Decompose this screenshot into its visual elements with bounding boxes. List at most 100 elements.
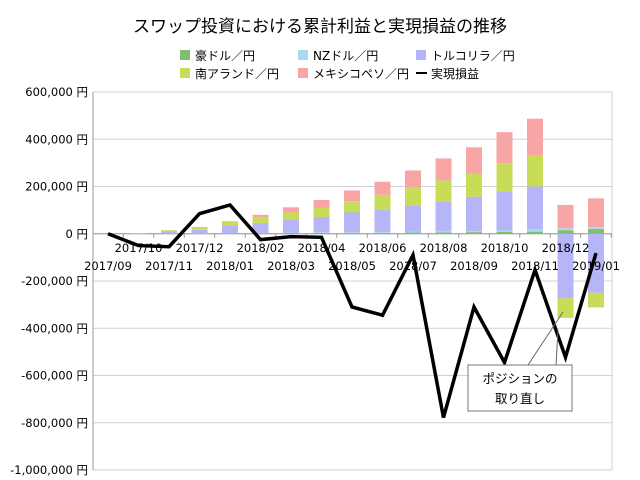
bar-segment	[374, 194, 391, 210]
x-tick-label: 2018/03	[267, 259, 315, 273]
bar-segment	[466, 232, 482, 234]
bar-segment	[374, 209, 391, 233]
bar-segment	[130, 233, 147, 235]
bar-segment	[496, 191, 513, 231]
bar-segment	[344, 190, 360, 202]
bar-segment	[191, 229, 208, 234]
bar-segment	[313, 216, 330, 233]
bar-segment	[130, 233, 147, 234]
x-tick-label: 2018/10	[481, 241, 529, 255]
y-tick-label: -400,000 円	[21, 321, 88, 335]
legend-label: 南アランド／円	[195, 66, 279, 81]
legend-label: メキシコペソ／円	[313, 67, 409, 81]
bar-segment	[344, 232, 360, 233]
x-tick-label: 2017/12	[176, 241, 224, 255]
bar-segment	[344, 232, 360, 234]
x-tick-label: 2017/11	[145, 259, 193, 273]
legend-label: トルコリラ／円	[431, 49, 515, 63]
x-axis-labels: 2017/09 2017/10 2017/11 2017/12 2018/01 2018/…	[84, 241, 620, 273]
bar-segment	[252, 214, 269, 218]
bar-segment	[557, 204, 574, 229]
x-tick-label: 2018/12	[542, 241, 590, 255]
x-tick-label: 2018/09	[450, 259, 498, 273]
x-tick-label: 2018/07	[389, 259, 437, 273]
bar-segment	[466, 173, 482, 197]
bar-segment	[588, 292, 604, 308]
bar-segment	[283, 212, 299, 220]
bar-segment	[374, 232, 391, 234]
y-tick-label: -1,000,000 円	[10, 463, 88, 477]
bar-segment	[466, 231, 482, 233]
x-tick-label: 2017/10	[115, 241, 163, 255]
bar-segment	[435, 231, 452, 233]
x-tick-label: 2018/06	[359, 241, 407, 255]
bar-segment	[283, 232, 299, 234]
callout-box	[467, 364, 573, 412]
line-realized-pl	[107, 202, 598, 419]
bar-segment	[405, 232, 421, 234]
bar-segment	[161, 231, 177, 234]
bar-segment	[344, 212, 360, 233]
bar-segment	[496, 132, 513, 164]
bar-segment	[588, 198, 604, 228]
legend-label: NZドル／円	[313, 49, 378, 63]
bar-segment	[252, 233, 269, 235]
bar-segment	[557, 233, 574, 299]
bar-segment	[557, 298, 574, 318]
bar-segment	[222, 225, 238, 234]
bar-segment	[405, 231, 421, 233]
bar-segment	[527, 231, 543, 234]
bar-segment	[222, 233, 238, 235]
bar-segment	[435, 201, 452, 232]
bar-segment	[344, 201, 360, 213]
bar-segment	[496, 163, 513, 192]
bar-segment	[527, 155, 543, 187]
bar-segment	[313, 207, 330, 217]
bar-segment	[435, 180, 452, 202]
bar-segment	[557, 228, 574, 231]
gridlines: 600,000 円 400,000 円 200,000 円 0 円 -200,000 円…	[10, 85, 613, 477]
x-tick-label: 2018/01	[206, 259, 254, 273]
bar-segment	[405, 205, 421, 232]
x-tick-label: 2018/05	[328, 259, 376, 273]
y-tick-label: 400,000 円	[25, 132, 88, 146]
legend-swatch	[180, 68, 190, 78]
line-series	[107, 202, 598, 419]
bar-segment	[466, 147, 482, 174]
x-tick-label: 2018/08	[420, 241, 468, 255]
bar-segment	[161, 230, 177, 232]
bar-segment	[313, 232, 330, 234]
callout-pointer	[527, 311, 564, 366]
y-tick-label: -200,000 円	[21, 274, 88, 288]
y-tick-label: 200,000 円	[25, 180, 88, 194]
bar-segment	[405, 187, 421, 206]
bar-segment	[283, 207, 299, 213]
bar-segment	[527, 118, 543, 156]
bar-segment	[252, 217, 269, 223]
y-tick-label: -600,000 円	[21, 369, 88, 383]
x-tick-label: 2018/04	[298, 241, 346, 255]
legend-swatch	[298, 68, 308, 78]
chart-title: スワップ投資における累計利益と実現損益の推移	[133, 17, 507, 37]
bar-segment	[496, 231, 513, 234]
bar-segment	[588, 229, 604, 234]
bar-segment	[405, 170, 421, 188]
bar-segment	[527, 229, 543, 232]
bar-segment	[191, 226, 208, 228]
bar-segment	[313, 232, 330, 233]
bar-segment	[466, 196, 482, 232]
x-tick-label: 2018/02	[237, 241, 285, 255]
legend-label: 豪ドル／円	[195, 48, 255, 63]
bars	[130, 118, 604, 318]
legend-swatch	[298, 50, 308, 60]
bar-segment	[435, 158, 452, 181]
bar-segment	[374, 232, 391, 233]
bar-segment	[588, 233, 604, 293]
bar-segment	[588, 227, 604, 230]
bar-segment	[222, 221, 238, 226]
y-tick-label: 0 円	[66, 227, 88, 241]
bar-segment	[374, 181, 391, 195]
